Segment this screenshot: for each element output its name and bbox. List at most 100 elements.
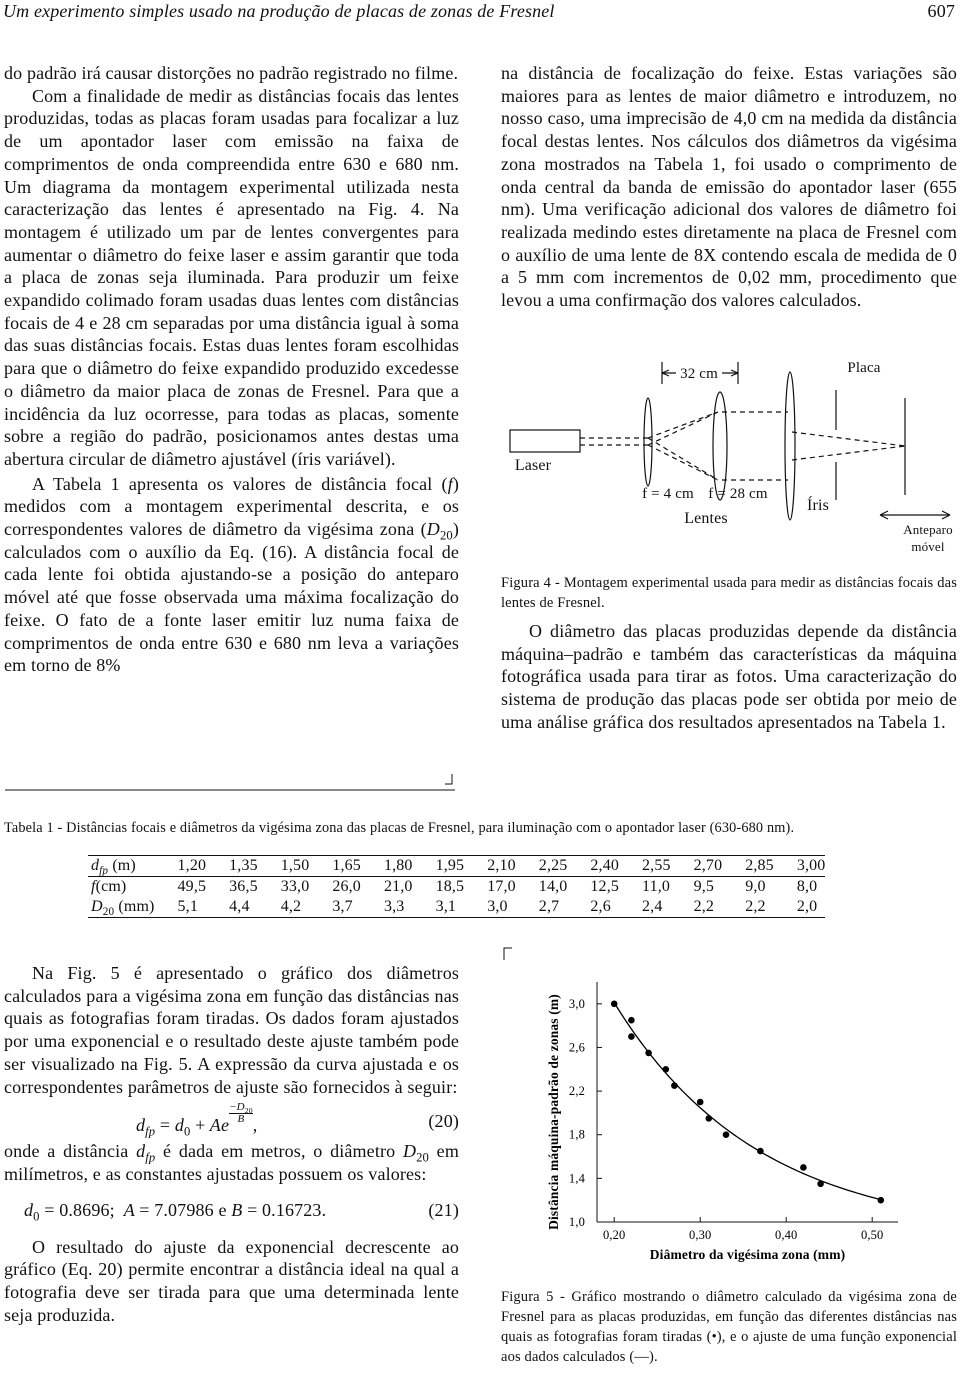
math: ; <box>109 1199 115 1220</box>
y-tick-label: 1,0 <box>569 1215 585 1229</box>
table-cell: 2,70 <box>670 855 723 877</box>
unit: (mm) <box>118 898 155 915</box>
table-row: f(cm) 49,5 36,5 33,0 26,0 21,0 18,5 17,0 14,0 12,… <box>88 877 825 898</box>
unit: (m) <box>112 857 136 874</box>
math: + <box>195 1115 206 1136</box>
table-cell: 1,80 <box>360 855 413 877</box>
math: fp <box>99 865 109 878</box>
text: onde a distância <box>4 1141 137 1162</box>
label: Anteparo <box>903 522 953 537</box>
dimension-arrow <box>661 369 739 377</box>
corner-mark <box>503 947 512 960</box>
math: fp <box>145 1150 156 1165</box>
table-cell: 5,1 <box>154 897 207 918</box>
fit-value: 0.16723 <box>262 1199 322 1220</box>
table-cell: 1,95 <box>412 855 465 877</box>
math-sub: 20 <box>416 1150 429 1165</box>
beam <box>580 411 906 481</box>
x-tick-label: 0,40 <box>775 1228 797 1242</box>
x-tick-label: 0,20 <box>603 1228 625 1242</box>
table-cell: 3,00 <box>773 855 826 877</box>
equation-21: d0 = 0.8696; A = 7.07986 e B = 0.16723. … <box>4 1192 459 1228</box>
table-cell: 3,0 <box>464 897 516 918</box>
label: Lentes <box>684 510 728 527</box>
table-cell: 3,1 <box>412 897 465 918</box>
text: em milímetros, e as constantes ajustadas… <box>4 1141 459 1184</box>
table-cell: 49,5 <box>177 878 207 895</box>
equation-number: (20) <box>428 1111 459 1132</box>
paragraph: O diâmetro das placas produzidas depende… <box>501 621 957 732</box>
label: Laser <box>515 457 552 474</box>
page-number: 607 <box>927 1 955 21</box>
table-cell: 2,25 <box>515 855 568 877</box>
paragraph: na distância de focalização do feixe. Es… <box>501 63 957 311</box>
figure-5-caption: Figura 5 - Gráfico mostrando o diâmetro … <box>501 1289 957 1365</box>
table-cell: 2,2 <box>722 897 774 918</box>
table-caption: Tabela 1 - Distâncias focais e diâmetros… <box>4 820 795 836</box>
y-tick-label: 1,4 <box>569 1171 586 1185</box>
math: B <box>229 1113 253 1125</box>
float-mark <box>503 947 512 960</box>
y-tick-label: 2,2 <box>569 1084 585 1098</box>
text: ) medidos com a montagem experimental de… <box>4 473 459 540</box>
float-marks <box>5 774 455 791</box>
math: d <box>24 1199 34 1220</box>
data-point <box>877 1196 885 1204</box>
table-cell: 2,7 <box>515 897 568 918</box>
math: Ae <box>209 1115 230 1136</box>
lens <box>643 397 653 487</box>
data-point <box>610 1000 618 1008</box>
table-cell: 8,0 <box>796 878 818 895</box>
table-cell: 3,3 <box>360 897 413 918</box>
table-cell: 1,50 <box>257 855 310 877</box>
math: d <box>136 1115 146 1136</box>
figure-4-diagram: 32 cm Placa Laser f = 4 cm f = 28 cm Len… <box>509 360 953 554</box>
math: d <box>136 1141 146 1162</box>
paragraph: Na Fig. 5 é apresentado o gráfico dos di… <box>4 963 459 1097</box>
data-point <box>662 1065 670 1073</box>
x-axis-title: Diâmetro da vigésima zona (mm) <box>650 1247 845 1262</box>
table-cell: 21,0 <box>383 878 413 895</box>
left-column: do padrão irá causar distorções no padrã… <box>4 62 459 677</box>
fit-value: 7.07986 <box>154 1199 214 1220</box>
math-sub: fp <box>99 865 108 877</box>
table-row: dfp (m) 1,20 1,35 1,50 1,65 1,80 1,95 2,10 2,25 2… <box>88 855 826 877</box>
math: d <box>174 1115 185 1136</box>
table-cell: 17,0 <box>487 878 516 895</box>
table-cell: 2,4 <box>619 897 671 918</box>
data-point <box>628 1016 635 1024</box>
math-sub: 20 <box>244 1106 253 1116</box>
table-cell: 4,4 <box>206 897 258 918</box>
lens <box>712 391 728 501</box>
row-label: f(cm) <box>88 877 155 898</box>
right-column: na distância de focalização do feixe. Es… <box>501 62 957 312</box>
paragraph: O resultado do ajuste da exponencial dec… <box>4 1236 459 1325</box>
y-tick-label: 1,8 <box>569 1128 585 1142</box>
math: f <box>447 473 453 494</box>
math: = <box>159 1115 171 1136</box>
table-cell: 14,0 <box>538 878 568 895</box>
fit-value: 0.8696 <box>59 1199 110 1220</box>
text: ) calculados com o auxílio da Eq. (16). … <box>4 519 459 676</box>
table-cell: 2,2 <box>670 897 723 918</box>
paragraph: Com a finalidade de medir as distâncias … <box>4 85 459 469</box>
text: A Tabela 1 apresenta os valores de distâ… <box>32 473 448 494</box>
table-cell: 2,55 <box>619 855 671 877</box>
table-cell: 2,10 <box>464 855 516 877</box>
figure-5-chart: 1,0 1,4 1,8 2,2 2,6 3,0 0,20 0,30 0,40 0,50 Diâmet… <box>546 982 898 1262</box>
table-row: D20 (mm) 5,1 4,4 4,2 3,7 3,3 3,1 3,0 2,7 2,6 2,4 2,… <box>88 897 826 918</box>
math-sub: 20 <box>439 528 453 543</box>
math: D <box>426 519 440 540</box>
lower-left-column: Na Fig. 5 é apresentado o gráfico dos di… <box>4 962 459 1326</box>
table-cell: 36,5 <box>229 878 258 895</box>
data-point <box>628 1033 635 1040</box>
x-tick-label: 0,30 <box>689 1228 711 1242</box>
math: = <box>247 1199 258 1220</box>
equation-20: dfp = d0 + Ae−D20 B, (20) <box>4 1102 459 1140</box>
math: , <box>252 1115 258 1136</box>
y-axis-title: Distância máquina-padrão de zonas (m) <box>546 994 561 1230</box>
label: f = 28 cm <box>708 486 768 502</box>
table-cell: 33,0 <box>280 878 310 895</box>
y-tick-label: 3,0 <box>569 997 585 1011</box>
